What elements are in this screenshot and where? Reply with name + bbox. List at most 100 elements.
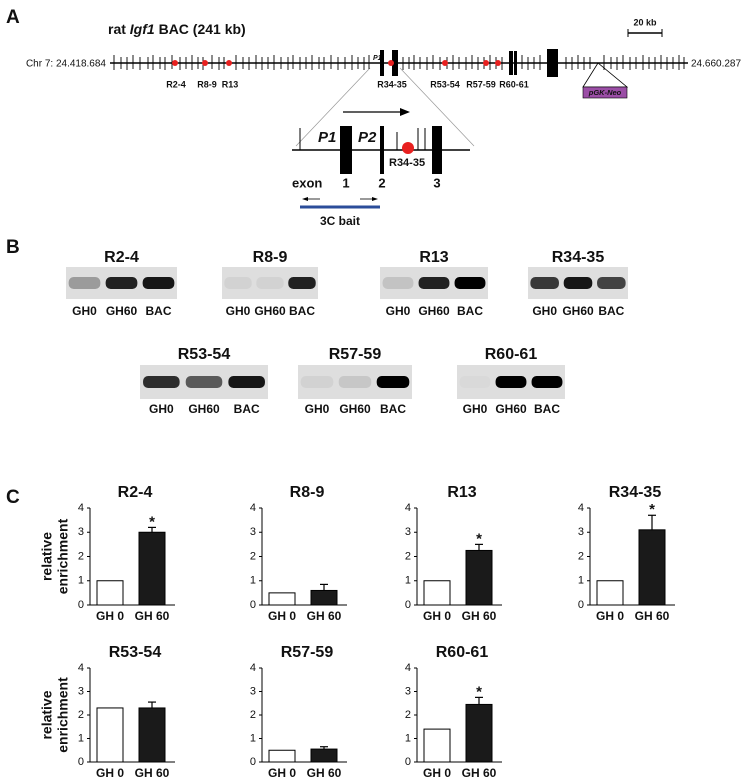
y-tick-label: 0 bbox=[250, 599, 256, 611]
region-label: R2-4 bbox=[166, 79, 186, 89]
x-tick-label: GH 0 bbox=[268, 609, 296, 623]
lane-label: GH0 bbox=[226, 304, 251, 318]
title-suffix: BAC (241 kb) bbox=[155, 21, 246, 37]
bar bbox=[268, 749, 296, 763]
lane-label: BAC bbox=[146, 304, 172, 318]
y-tick-label: 3 bbox=[405, 685, 411, 697]
region-dot bbox=[402, 142, 414, 154]
y-tick-label: 0 bbox=[78, 756, 84, 768]
significance: * bbox=[476, 683, 482, 700]
x-tick-label: GH 60 bbox=[635, 609, 670, 623]
bar bbox=[310, 589, 338, 606]
x-tick-label: GH 0 bbox=[96, 609, 124, 623]
panel-title: rat Igf1 BAC (241 kb) bbox=[108, 21, 246, 37]
region-label: R34-35 bbox=[389, 157, 425, 169]
lane-label: BAC bbox=[289, 304, 315, 318]
band bbox=[460, 376, 491, 388]
promoter-label: P1 bbox=[373, 55, 382, 62]
y-tick-label: 4 bbox=[405, 662, 411, 674]
y-tick-label: 0 bbox=[78, 599, 84, 611]
y-tick-label: 0 bbox=[405, 756, 411, 768]
significance: * bbox=[476, 530, 482, 547]
title-gene: Igf1 bbox=[130, 21, 155, 37]
y-tick-label: 4 bbox=[250, 502, 256, 514]
chr-start: Chr 7: 24.418.684 bbox=[26, 59, 106, 70]
x-tick-label: GH 0 bbox=[596, 609, 624, 623]
p1-label: P1 bbox=[318, 129, 336, 146]
chart-title: R8-9 bbox=[290, 484, 325, 501]
lane-label: BAC bbox=[598, 304, 624, 318]
region-label: R13 bbox=[222, 79, 239, 89]
bar bbox=[423, 580, 451, 606]
cassette-label: pGK-Neo bbox=[588, 88, 622, 97]
bar bbox=[638, 529, 666, 606]
lane-label: GH60 bbox=[254, 304, 286, 318]
x-tick-label: GH 60 bbox=[307, 609, 342, 623]
x-tick-label: GH 0 bbox=[423, 766, 451, 777]
band bbox=[530, 277, 559, 289]
lane-label: GH60 bbox=[106, 304, 138, 318]
lane-label: GH60 bbox=[562, 304, 594, 318]
x-tick-label: GH 0 bbox=[96, 766, 124, 777]
y-tick-label: 0 bbox=[405, 599, 411, 611]
bar bbox=[310, 748, 338, 763]
y-axis-label: relative bbox=[39, 690, 55, 739]
band bbox=[495, 376, 527, 388]
lane-label: GH0 bbox=[532, 304, 557, 318]
y-tick-label: 3 bbox=[78, 685, 84, 697]
p2-label: P2 bbox=[358, 129, 377, 146]
region-dot bbox=[495, 60, 501, 66]
bait-label: 3C bait bbox=[320, 214, 360, 228]
y-tick-label: 3 bbox=[250, 685, 256, 697]
x-tick-label: GH 0 bbox=[268, 766, 296, 777]
band bbox=[376, 376, 410, 388]
exon-label: exon bbox=[292, 175, 322, 190]
region-dot bbox=[483, 60, 489, 66]
bar bbox=[465, 549, 493, 606]
lane-label: BAC bbox=[534, 402, 560, 416]
y-tick-label: 3 bbox=[250, 526, 256, 538]
lane-label: GH0 bbox=[463, 402, 488, 416]
y-tick-label: 3 bbox=[78, 526, 84, 538]
y-tick-label: 2 bbox=[250, 550, 256, 562]
y-axis-label: enrichment bbox=[55, 518, 71, 594]
exon-3 bbox=[432, 126, 442, 174]
band bbox=[597, 277, 626, 289]
y-tick-label: 4 bbox=[78, 662, 84, 674]
bar bbox=[138, 707, 166, 763]
region-dot bbox=[388, 60, 394, 66]
x-tick-label: GH 60 bbox=[135, 609, 170, 623]
band bbox=[185, 376, 223, 388]
lane-label: GH60 bbox=[418, 304, 450, 318]
lane-label: GH60 bbox=[339, 402, 371, 416]
y-axis-label: relative bbox=[39, 532, 55, 581]
band bbox=[143, 376, 180, 388]
region-dot bbox=[202, 60, 208, 66]
band bbox=[338, 376, 372, 388]
zoom-line bbox=[399, 67, 475, 147]
bar bbox=[96, 580, 124, 606]
exon-block bbox=[514, 51, 517, 75]
chart-title: R57-59 bbox=[281, 644, 334, 661]
lane-label: GH0 bbox=[149, 402, 174, 416]
exon-number: 2 bbox=[378, 175, 385, 190]
chart-title: R2-4 bbox=[118, 484, 153, 501]
y-tick-label: 1 bbox=[250, 732, 256, 744]
chart-title: R53-54 bbox=[109, 644, 162, 661]
band bbox=[256, 277, 284, 289]
exon-number: 3 bbox=[433, 175, 440, 190]
arrow-head bbox=[372, 197, 378, 201]
y-tick-label: 1 bbox=[405, 732, 411, 744]
band bbox=[224, 277, 252, 289]
band bbox=[418, 277, 450, 289]
y-axis-label: enrichment bbox=[55, 677, 71, 753]
y-tick-label: 2 bbox=[78, 550, 84, 562]
lane-label: BAC bbox=[380, 402, 406, 416]
lane-label: GH0 bbox=[305, 402, 330, 416]
region-label: R53-54 bbox=[430, 79, 460, 89]
band bbox=[563, 277, 593, 289]
chart-title: R13 bbox=[447, 484, 476, 501]
scale-label: 20 kb bbox=[633, 17, 657, 27]
band bbox=[228, 376, 265, 388]
